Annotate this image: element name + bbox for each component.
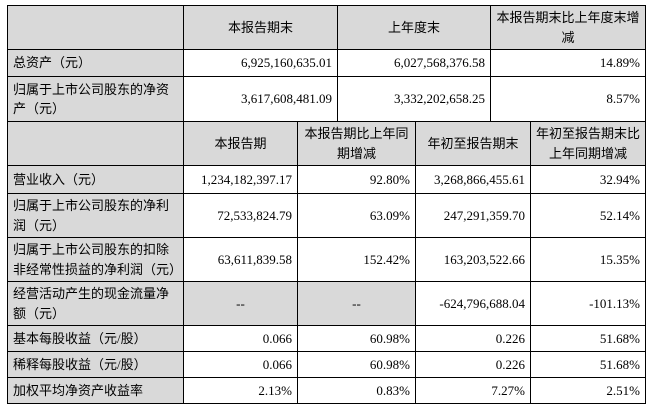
value-cell: 1,234,182,397.17: [183, 165, 298, 194]
value-cell: --: [297, 281, 416, 326]
col-header-prior-year-end: 上年度末: [337, 5, 491, 50]
col-header-ytd-yoy-change: 年初至报告期末比上年同期增减: [530, 121, 646, 166]
row-label-operating-revenue: 营业收入（元）: [7, 165, 184, 194]
section2-header-row: 本报告期 本报告期比上年同期增减 年初至报告期末 年初至报告期末比上年同期增减: [7, 121, 646, 166]
table-row-weighted-avg-roe: 加权平均净资产收益率 2.13% 0.83% 7.27% 2.51%: [7, 377, 646, 404]
value-cell: --: [183, 281, 298, 326]
value-cell: 60.98%: [297, 351, 416, 378]
value-cell: 8.57%: [490, 76, 646, 122]
row-label-net-profit-after-nonrecurring: 归属于上市公司股东的扣除非经常性损益的净利润（元）: [7, 237, 184, 282]
table-row-net-assets: 归属于上市公司股东的净资产（元） 3,617,608,481.09 3,332,…: [7, 76, 646, 122]
col-header-year-to-date: 年初至报告期末: [415, 121, 531, 166]
value-cell: 2.13%: [183, 377, 298, 404]
value-cell: 60.98%: [297, 325, 416, 352]
value-cell: 0.83%: [297, 377, 416, 404]
value-cell: 163,203,522.66: [415, 237, 531, 282]
value-cell: 15.35%: [530, 237, 646, 282]
value-cell: 6,925,160,635.01: [183, 49, 338, 77]
value-cell: 152.42%: [297, 237, 416, 282]
income-summary-table: 本报告期 本报告期比上年同期增减 年初至报告期末 年初至报告期末比上年同期增减 …: [7, 121, 646, 404]
row-label-net-profit: 归属于上市公司股东的净利润（元）: [7, 193, 184, 238]
row-label-net-assets: 归属于上市公司股东的净资产（元）: [7, 76, 184, 122]
row-label-total-assets: 总资产（元）: [7, 49, 184, 77]
table-row-basic-eps: 基本每股收益（元/股） 0.066 60.98% 0.226 51.68%: [7, 325, 646, 352]
value-cell: 51.68%: [530, 351, 646, 378]
value-cell: 92.80%: [297, 165, 416, 194]
value-cell: -624,796,688.04: [415, 281, 531, 326]
value-cell: 32.94%: [530, 165, 646, 194]
value-cell: 247,291,359.70: [415, 193, 531, 238]
value-cell: 6,027,568,376.58: [337, 49, 491, 77]
table-row-operating-cash-flow: 经营活动产生的现金流量净额（元） -- -- -624,796,688.04 -…: [7, 281, 646, 326]
table-row-net-profit: 归属于上市公司股东的净利润（元） 72,533,824.79 63.09% 24…: [7, 193, 646, 238]
balance-summary-table: 本报告期末 上年度末 本报告期末比上年度末增减 总资产（元） 6,925,160…: [7, 5, 646, 122]
value-cell: 3,617,608,481.09: [183, 76, 338, 122]
value-cell: 52.14%: [530, 193, 646, 238]
table-row-net-profit-after-nonrecurring: 归属于上市公司股东的扣除非经常性损益的净利润（元） 63,611,839.58 …: [7, 237, 646, 282]
row-label-diluted-eps: 稀释每股收益（元/股）: [7, 351, 184, 378]
col-header-current-period: 本报告期: [183, 121, 298, 166]
value-cell: 0.066: [183, 351, 298, 378]
section1-header-row: 本报告期末 上年度末 本报告期末比上年度末增减: [7, 5, 646, 50]
row-label-operating-cash-flow: 经营活动产生的现金流量净额（元）: [7, 281, 184, 326]
row-label-weighted-avg-roe: 加权平均净资产收益率: [7, 377, 184, 404]
value-cell: 72,533,824.79: [183, 193, 298, 238]
table-row-total-assets: 总资产（元） 6,925,160,635.01 6,027,568,376.58…: [7, 49, 646, 77]
row-label-basic-eps: 基本每股收益（元/股）: [7, 325, 184, 352]
value-cell: 14.89%: [490, 49, 646, 77]
value-cell: 63,611,839.58: [183, 237, 298, 282]
col-header-empty: [7, 5, 184, 50]
value-cell: 0.226: [415, 351, 531, 378]
value-cell: -101.13%: [530, 281, 646, 326]
col-header-period-end: 本报告期末: [183, 5, 338, 50]
value-cell: 0.066: [183, 325, 298, 352]
table-row-diluted-eps: 稀释每股收益（元/股） 0.066 60.98% 0.226 51.68%: [7, 351, 646, 378]
value-cell: 63.09%: [297, 193, 416, 238]
value-cell: 2.51%: [530, 377, 646, 404]
value-cell: 7.27%: [415, 377, 531, 404]
value-cell: 3,268,866,455.61: [415, 165, 531, 194]
col-header-period-yoy-change: 本报告期比上年同期增减: [297, 121, 416, 166]
col-header-period-end-change: 本报告期末比上年度末增减: [490, 5, 646, 50]
value-cell: 51.68%: [530, 325, 646, 352]
value-cell: 0.226: [415, 325, 531, 352]
col-header-empty: [7, 121, 184, 166]
table-row-operating-revenue: 营业收入（元） 1,234,182,397.17 92.80% 3,268,86…: [7, 165, 646, 194]
value-cell: 3,332,202,658.25: [337, 76, 491, 122]
